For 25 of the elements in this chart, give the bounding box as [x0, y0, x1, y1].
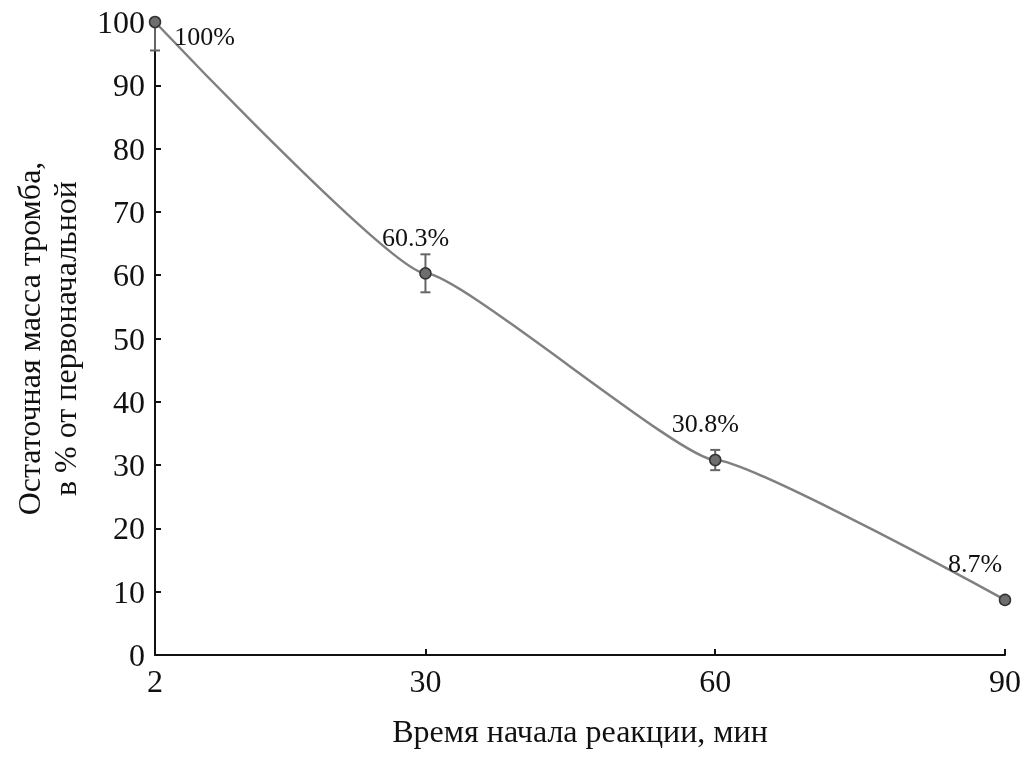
point	[708, 453, 722, 467]
y-tick-label: 30	[113, 447, 145, 484]
y-tick-label: 40	[113, 383, 145, 420]
y-tick-label: 70	[113, 193, 145, 230]
y-tick-label: 50	[113, 320, 145, 357]
y-tick-label: 20	[113, 510, 145, 547]
x-tick-label: 30	[409, 663, 442, 699]
x-tick-label: 2	[147, 663, 163, 699]
data-label: 60.3%	[381, 222, 450, 252]
y-tick-label: 80	[113, 130, 145, 167]
data-label: 30.8%	[671, 409, 739, 439]
y-tick-label: 60	[113, 257, 145, 294]
data-label: 100%	[174, 21, 235, 51]
y-tick-label: 100	[97, 4, 145, 40]
y-tick-label: 0	[129, 637, 145, 673]
x-axis-title: Время начала реакции, мин	[392, 713, 768, 749]
point	[148, 15, 162, 29]
x-tick-label: 90	[989, 663, 1021, 699]
x-tick-label: 60	[699, 663, 732, 699]
point	[419, 267, 432, 280]
y-axis-title: Остаточная масса тромба, в % от первоначальной	[11, 161, 83, 516]
y-tick-label: 10	[113, 573, 145, 610]
y-tick-label: 90	[113, 67, 145, 104]
point	[998, 593, 1012, 607]
data-label: 8.7%	[947, 549, 1003, 579]
